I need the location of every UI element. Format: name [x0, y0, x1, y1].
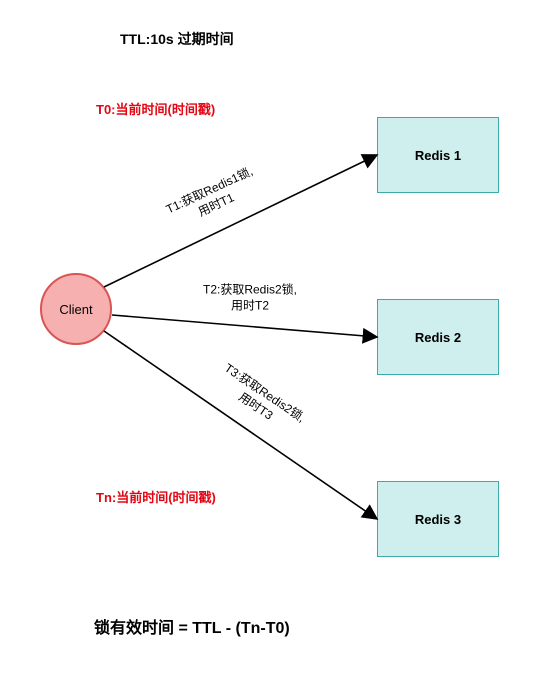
- formula-text: 锁有效时间 = TTL - (Tn-T0): [94, 614, 290, 638]
- redis-1-label: Redis 1: [415, 148, 461, 163]
- client-node: Client: [40, 273, 112, 345]
- redis-node-3: Redis 3: [377, 481, 499, 557]
- edge-label-2: T2:获取Redis2锁, 用时T2: [203, 282, 297, 313]
- edge-2-line1: T2:获取Redis2锁,: [203, 282, 297, 298]
- edge-2-line2: 用时T2: [203, 298, 297, 314]
- edge-label-3: T3:获取Redis2锁, 用时T3: [212, 361, 307, 439]
- tn-timestamp-label: Tn:当前时间(时间戳): [96, 487, 216, 506]
- t0-timestamp-label: T0:当前时间(时间戳): [96, 99, 215, 118]
- redis-node-1: Redis 1: [377, 117, 499, 193]
- redis-node-2: Redis 2: [377, 299, 499, 375]
- client-label: Client: [59, 302, 92, 317]
- redis-2-label: Redis 2: [415, 330, 461, 345]
- edge-label-1: T1:获取Redis1锁, 用时T1: [164, 164, 262, 232]
- ttl-title: TTL:10s 过期时间: [120, 29, 234, 49]
- redis-3-label: Redis 3: [415, 512, 461, 527]
